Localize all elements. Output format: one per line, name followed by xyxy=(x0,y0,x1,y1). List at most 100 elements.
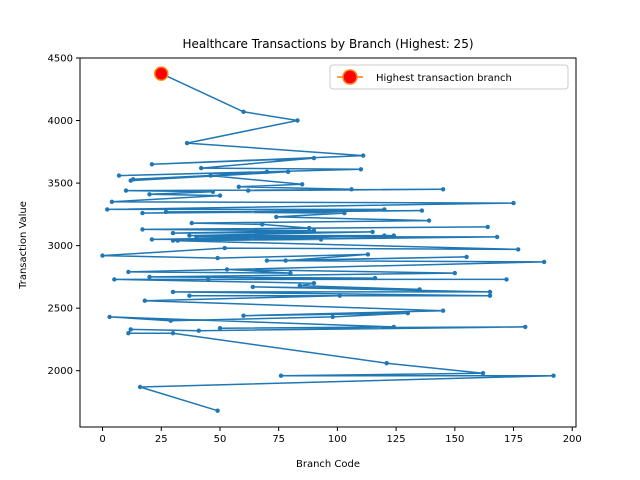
data-point xyxy=(452,270,457,276)
data-point xyxy=(365,252,371,257)
data-point xyxy=(440,187,446,192)
data-point xyxy=(208,173,213,178)
x-tick-label: 0 xyxy=(99,434,105,445)
data-point xyxy=(260,222,265,227)
data-point xyxy=(140,210,145,216)
data-point xyxy=(147,192,152,197)
data-point xyxy=(142,298,147,303)
legend-box xyxy=(329,64,569,90)
data-point xyxy=(300,182,305,187)
data-point xyxy=(189,220,194,226)
data-point xyxy=(485,224,490,230)
data-point xyxy=(307,225,312,231)
x-tick-label: 75 xyxy=(272,434,285,445)
x-tick-label: 100 xyxy=(328,434,347,445)
data-point xyxy=(170,331,176,336)
x-tick-label: 125 xyxy=(387,434,406,445)
data-point xyxy=(382,233,387,238)
data-point xyxy=(206,277,211,282)
data-point xyxy=(222,245,227,251)
data-point xyxy=(147,274,152,280)
data-point xyxy=(295,118,300,123)
data-point xyxy=(137,384,143,390)
axes-frame xyxy=(79,57,577,428)
data-point xyxy=(109,199,115,204)
y-axis-label: Transaction Value xyxy=(18,201,29,290)
data-point xyxy=(464,254,469,260)
data-point xyxy=(149,162,155,167)
data-point xyxy=(170,289,176,295)
x-tick-label: 175 xyxy=(504,434,523,445)
data-point xyxy=(494,234,500,240)
data-point xyxy=(426,218,432,223)
data-point xyxy=(278,373,284,378)
data-point xyxy=(391,233,396,238)
x-tick-label: 25 xyxy=(155,434,168,445)
series-line xyxy=(101,72,555,412)
data-point xyxy=(199,165,204,171)
data-point xyxy=(250,284,255,290)
data-point xyxy=(297,283,302,288)
data-point xyxy=(417,287,422,292)
data-point xyxy=(311,155,317,161)
data-point xyxy=(168,318,173,323)
data-point xyxy=(358,167,364,172)
data-point xyxy=(337,293,342,298)
legend-entry-label: Highest transaction branch xyxy=(376,73,512,84)
data-point xyxy=(140,227,145,232)
data-point xyxy=(382,207,387,212)
x-tick-label: 150 xyxy=(445,434,464,445)
data-point xyxy=(130,177,136,182)
data-point xyxy=(541,259,547,265)
data-point xyxy=(311,281,317,286)
legend-marker-swatch xyxy=(342,69,358,85)
data-point xyxy=(342,210,347,216)
data-point xyxy=(215,255,220,261)
y-tick-label: 2000 xyxy=(48,366,73,377)
data-point xyxy=(126,331,131,336)
data-point xyxy=(419,208,425,213)
y-tick-label: 3000 xyxy=(48,241,73,252)
data-point xyxy=(170,238,176,243)
x-axis-label: Branch Code xyxy=(296,459,360,470)
legend: Highest transaction branch xyxy=(329,64,569,90)
data-point xyxy=(361,153,366,158)
data-point xyxy=(123,188,129,193)
y-tick-label: 4000 xyxy=(48,116,73,127)
data-point xyxy=(215,408,220,413)
data-point xyxy=(551,373,556,378)
data-point xyxy=(480,371,486,376)
data-point xyxy=(264,169,270,174)
data-point xyxy=(116,173,122,178)
data-point xyxy=(217,193,223,198)
data-point xyxy=(210,189,216,194)
data-point xyxy=(194,234,199,240)
data-point xyxy=(187,233,192,238)
data-point xyxy=(283,258,288,263)
data-point xyxy=(170,230,176,236)
data-point xyxy=(487,293,493,298)
data-point xyxy=(163,209,169,215)
data-point xyxy=(440,308,446,313)
data-point xyxy=(149,237,155,242)
data-point xyxy=(196,328,201,333)
data-point xyxy=(241,109,246,115)
data-point xyxy=(175,238,180,243)
data-point xyxy=(288,270,293,276)
data-point xyxy=(384,361,389,366)
highest-point-marker xyxy=(154,66,169,81)
data-point xyxy=(128,327,133,332)
plot-area xyxy=(100,66,556,413)
data-point xyxy=(246,188,251,193)
data-point xyxy=(224,267,230,272)
data-point xyxy=(311,228,317,233)
data-point xyxy=(349,187,354,192)
data-point xyxy=(107,314,112,320)
x-tick-label: 50 xyxy=(214,434,227,445)
data-point xyxy=(405,311,410,316)
data-point xyxy=(187,293,192,298)
data-point xyxy=(523,324,528,330)
data-point xyxy=(516,247,521,252)
data-point xyxy=(372,275,378,281)
